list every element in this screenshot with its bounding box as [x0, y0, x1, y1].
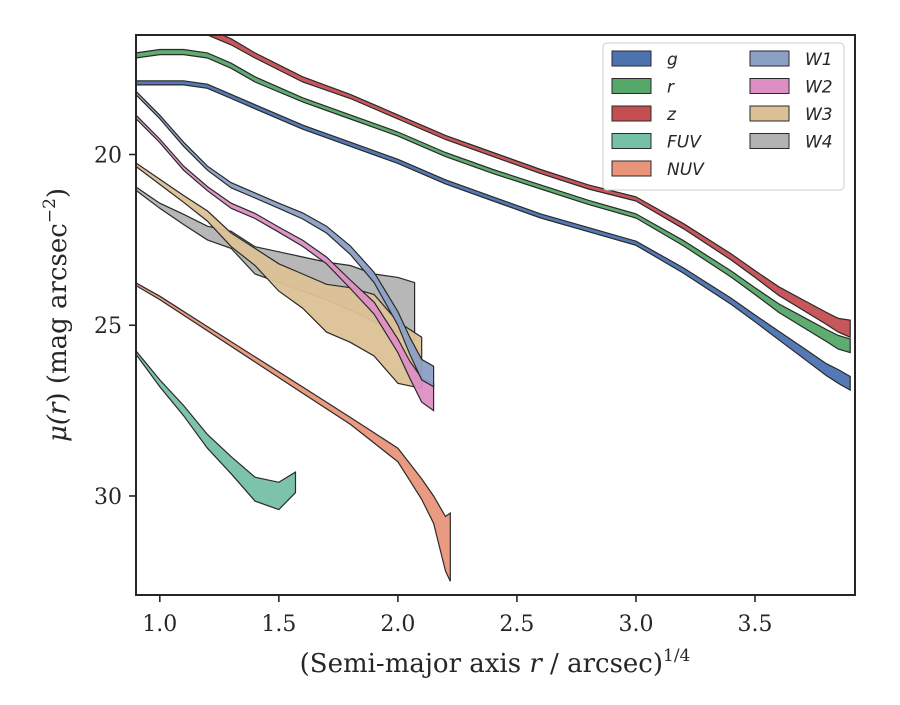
band-nuv: [136, 282, 451, 582]
legend-label-r: r: [667, 78, 675, 98]
legend-swatch-nuv: [611, 160, 652, 177]
legend-label-w4: W4: [805, 133, 833, 153]
legend-label-nuv: NUV: [667, 160, 705, 180]
y-tick-label: 20: [94, 144, 122, 169]
y-axis-ticks: 20 25 30: [94, 144, 136, 510]
x-tick-label: 3.5: [738, 612, 773, 637]
legend-label-g: g: [667, 50, 678, 70]
legend-label-fuv: FUV: [667, 133, 702, 153]
legend: grz FUV NUV W1 W2 W3 W4: [602, 42, 845, 191]
band-w2: [136, 114, 435, 412]
y-tick-label: 30: [94, 485, 122, 510]
legend-label-w2: W2: [805, 78, 833, 98]
legend-swatch-w1: [749, 50, 790, 67]
x-axis-label: (Semi-major axis r / arcsec)1/4: [300, 646, 691, 679]
x-tick-label: 2.5: [499, 612, 534, 637]
band-g: [136, 80, 851, 392]
x-tick-label: 2.0: [380, 612, 415, 637]
x-tick-label: 1.5: [261, 612, 296, 637]
legend-swatch-r: [611, 78, 652, 94]
y-tick-label: 25: [94, 314, 122, 339]
legend-label-w3: W3: [805, 105, 833, 125]
legend-swatch-w4: [749, 133, 790, 149]
legend-swatch-g: [611, 50, 652, 67]
legend-swatch-w2: [749, 78, 790, 94]
x-axis-ticks: 1.0 1.5 2.0 2.5 3.0 3.5: [142, 595, 773, 637]
plot-frame: [135, 34, 856, 596]
x-tick-label: 1.0: [142, 612, 177, 637]
legend-swatch-z: [611, 105, 652, 122]
legend-label-z: z: [666, 105, 677, 125]
band-w1: [136, 90, 435, 388]
legend-swatch-fuv: [611, 133, 652, 149]
band-r: [136, 48, 851, 354]
band-z: [136, 35, 851, 339]
band-fuv: [136, 349, 297, 511]
y-axis-label: μ(r) (mag arcsec−2): [40, 188, 73, 442]
legend-swatch-w3: [749, 105, 790, 122]
profile-bands: [136, 35, 851, 582]
legend-label-w1: W1: [805, 50, 833, 70]
x-tick-label: 3.0: [618, 612, 653, 637]
